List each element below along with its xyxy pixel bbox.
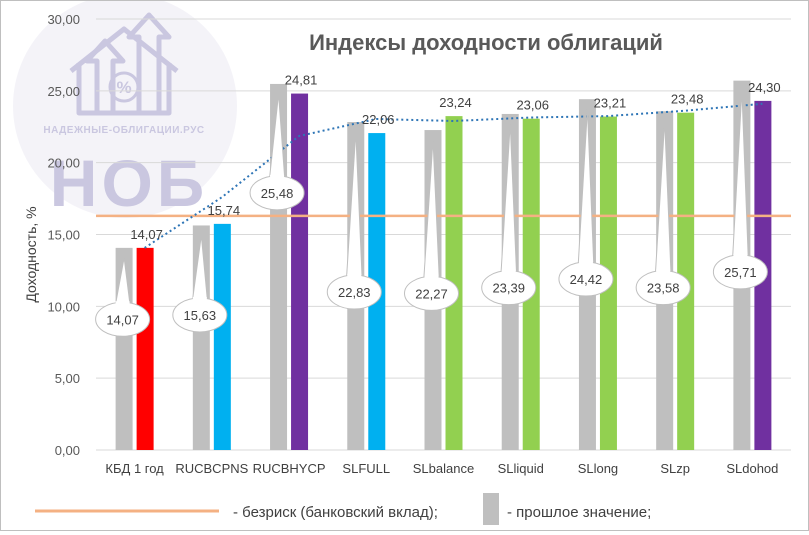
current-bar <box>136 247 154 450</box>
previous-value-label: 23,39 <box>492 281 525 296</box>
previous-value-callout: 23,39 <box>481 123 537 306</box>
watermark-percent-icon: % <box>116 78 131 97</box>
x-tick-label: SLdohod <box>726 461 778 476</box>
trendline <box>144 102 763 249</box>
previous-value-callout: 14,07 <box>95 257 151 337</box>
current-value-label: 14,07 <box>130 227 163 242</box>
current-value-label: 24,30 <box>748 80 781 95</box>
watermark: % НАДЕЖНЫЕ-ОБЛИГАЦИИ.РУС НОБ <box>13 0 237 220</box>
y-tick-label: 10,00 <box>47 299 80 314</box>
x-tick-label: SLbalance <box>413 461 474 476</box>
current-bar <box>291 93 309 451</box>
previous-value-callout: 25,71 <box>712 90 768 290</box>
previous-value-callout: 25,48 <box>249 93 305 211</box>
percent-house-arrows-icon <box>69 12 179 116</box>
y-tick-label: 0,00 <box>55 443 80 458</box>
x-tick-labels: КБД 1 год RUCBCPNS RUCBHYCP SLFULL SLbalance… <box>105 461 778 476</box>
previous-value-callout: 15,63 <box>172 235 228 333</box>
callout-seam <box>501 269 516 276</box>
previous-value-label: 25,71 <box>724 265 757 280</box>
y-tick-label: 20,00 <box>47 156 80 171</box>
callout-seam <box>656 269 671 276</box>
current-value-label: 23,24 <box>439 95 472 110</box>
x-tick-label: RUCBHYCP <box>253 461 326 476</box>
current-bar <box>445 116 463 451</box>
y-tick-label: 25,00 <box>47 84 80 99</box>
callout-seam <box>270 174 285 181</box>
watermark-site: НАДЕЖНЫЕ-ОБЛИГАЦИИ.РУС <box>43 125 204 136</box>
previous-value-callout: 23,58 <box>635 121 691 306</box>
previous-value-label: 24,42 <box>570 272 603 287</box>
x-tick-label: КБД 1 год <box>105 461 164 476</box>
x-tick-label: SLlong <box>578 461 618 476</box>
current-value-label: 15,74 <box>208 203 241 218</box>
legend-previous-label: - прошлое значение; <box>507 504 651 521</box>
previous-value-callout: 24,42 <box>558 109 614 297</box>
callout-seam <box>347 273 362 280</box>
chart-title: Индексы доходности облигаций <box>309 30 663 55</box>
current-value-label: 24,81 <box>285 73 318 88</box>
previous-value-label: 22,83 <box>338 285 371 300</box>
y-axis-label: Доходность, % <box>23 206 39 302</box>
current-value-bars <box>136 93 772 451</box>
current-bar <box>213 223 231 450</box>
watermark-logo-text: НОБ <box>50 146 208 220</box>
callout-seam <box>733 253 748 260</box>
y-tick-label: 30,00 <box>47 12 80 27</box>
previous-value-callout: 22,83 <box>326 131 382 310</box>
current-value-label: 23,21 <box>594 96 627 111</box>
legend-riskfree-label: - безриск (банковский вклад); <box>233 504 438 521</box>
callout-seam <box>424 275 439 282</box>
x-tick-label: SLzp <box>660 461 690 476</box>
y-tick-label: 15,00 <box>47 228 80 243</box>
callout-seam <box>192 296 207 303</box>
x-tick-label: SLFULL <box>342 461 390 476</box>
callout-seam <box>578 261 593 268</box>
previous-value-callout: 22,27 <box>404 140 459 311</box>
x-tick-label: SLliquid <box>498 461 544 476</box>
current-value-label: 23,48 <box>671 92 704 107</box>
x-tick-label: RUCBCPNS <box>175 461 248 476</box>
previous-value-label: 25,48 <box>261 186 294 201</box>
watermark-circle <box>13 0 237 218</box>
y-tick-labels: 0,00 5,00 10,00 15,00 20,00 25,00 30,00 <box>47 12 80 458</box>
current-value-label: 22,06 <box>362 112 395 127</box>
previous-value-label: 15,63 <box>184 308 217 323</box>
previous-value-label: 22,27 <box>415 286 448 301</box>
previous-value-label: 23,58 <box>647 281 680 296</box>
legend: - безриск (банковский вклад); - прошлое … <box>35 493 651 525</box>
previous-value-callouts: 14,07 15,63 25,48 22,83 22,27 23,39 24,42 23,58… <box>95 90 768 337</box>
callout-seam <box>115 301 130 308</box>
previous-value-label: 14,07 <box>106 312 139 327</box>
current-value-label: 23,06 <box>516 98 549 113</box>
legend-previous-swatch <box>483 493 499 525</box>
y-tick-label: 5,00 <box>55 371 80 386</box>
current-value-labels: 14,07 15,74 24,81 22,06 23,24 23,06 23,21 23,48… <box>130 73 780 242</box>
